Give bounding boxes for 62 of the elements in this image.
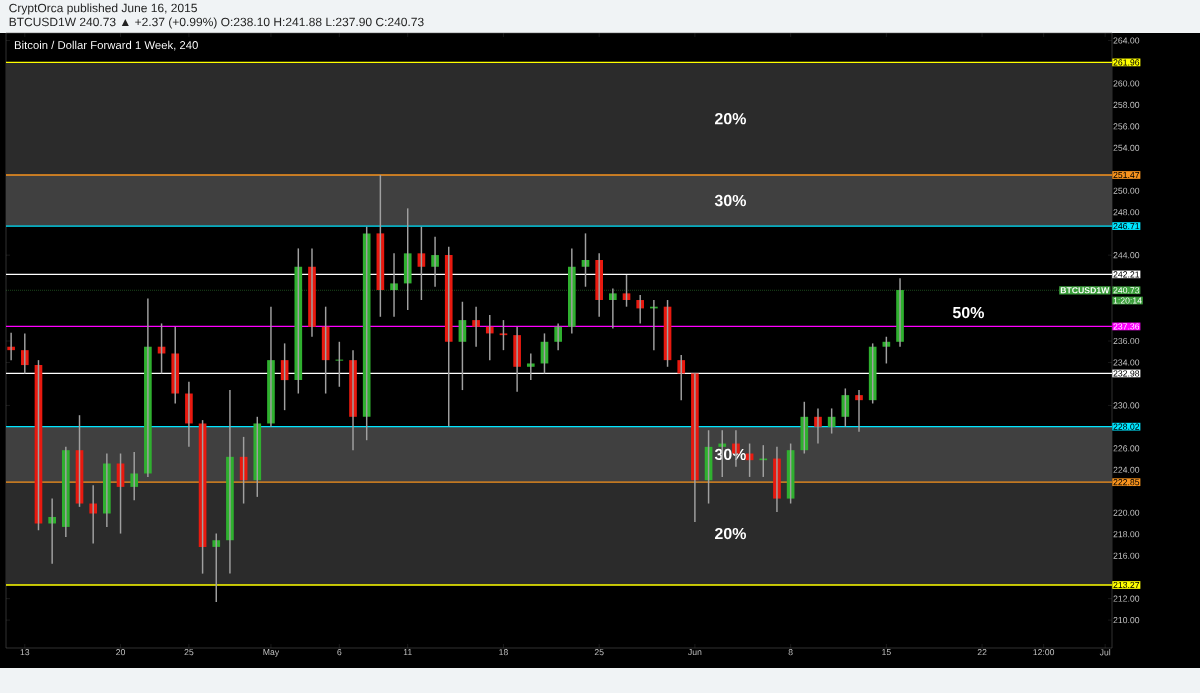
ref-line-label: 222.85 (1113, 479, 1140, 486)
text: Bitcoin / Dollar Forward 1 Week, 240 (14, 40, 198, 51)
y-tick-label: 210.00 (1113, 617, 1140, 624)
y-tick-label: 244.00 (1113, 252, 1140, 259)
ref-line-label: 246.71 (1113, 223, 1140, 230)
y-tick-label: 248.00 (1113, 209, 1140, 216)
band-label: 20% (714, 113, 747, 125)
y-tick-label: 218.00 (1113, 531, 1140, 538)
ref-line-label: 242.21 (1113, 271, 1140, 278)
x-tick-label: 25 (184, 649, 194, 656)
y-tick-label: 226.00 (1113, 445, 1140, 452)
y-tick-label: 220.00 (1113, 509, 1140, 516)
x-tick-label: 18 (499, 649, 508, 656)
ref-line-label: 232.98 (1113, 370, 1140, 377)
candlestick (253, 416, 262, 498)
ref-line-label: 251.47 (1113, 171, 1140, 179)
candlestick (403, 207, 412, 311)
y-tick-label: 258.00 (1113, 101, 1140, 108)
x-tick-label: Jul (1099, 649, 1111, 656)
y-tick-label: 224.00 (1113, 466, 1140, 473)
candlestick (499, 319, 508, 351)
y-tick-label: 264.00 (1113, 37, 1140, 44)
text: 1:20:14 (1113, 297, 1142, 304)
x-tick-label: 6 (337, 649, 342, 656)
x-tick-label: 13 (20, 649, 30, 656)
ref-line-label: 213.27 (1113, 581, 1140, 589)
text: CryptOrca published June 16, 2015 (9, 3, 197, 15)
y-tick-label: 216.00 (1113, 552, 1140, 559)
y-tick-label: 254.00 (1113, 144, 1140, 151)
candlestick (526, 352, 535, 381)
candlestick (444, 245, 453, 427)
ref-line-label: 237.36 (1113, 323, 1140, 330)
x-tick-label: 25 (594, 649, 604, 656)
ref-line-label: 228.02 (1113, 423, 1140, 430)
candlestick (294, 247, 303, 395)
x-tick-label: 12:00 (1033, 649, 1055, 656)
candlestick (868, 342, 877, 405)
candlestick (334, 341, 344, 388)
y-tick-label: 256.00 (1113, 123, 1140, 130)
band-label: 20% (714, 527, 747, 540)
candlestick (800, 401, 809, 455)
x-tick-label: 20 (116, 649, 126, 656)
x-tick-label: 15 (882, 649, 891, 656)
ref-line-label: 261.96 (1113, 59, 1140, 66)
x-tick-label: Jun (688, 649, 702, 656)
band-label: 30% (714, 194, 747, 207)
annotation: BTCUSD1W (1060, 287, 1110, 294)
y-tick-label: 212.00 (1113, 595, 1140, 602)
x-tick-label: May (263, 649, 280, 657)
ref-line-label: 240.73 (1113, 287, 1140, 294)
annotation: 50% (952, 306, 984, 319)
y-tick-label: 250.00 (1113, 187, 1140, 194)
y-tick-label: 260.00 (1113, 80, 1140, 87)
chart-subtitle: BTCUSD1W 240.73 ▲ +2.37 (+0.99%) O:238.10 H:241.88 L:237.90 C:240.73 (9, 17, 424, 29)
candlestick (362, 225, 371, 441)
y-tick-label: 230.00 (1113, 402, 1140, 409)
x-tick-label: 22 (977, 649, 987, 656)
candlestick (212, 532, 221, 603)
y-tick-label: 234.00 (1113, 359, 1140, 366)
x-tick-label: 8 (788, 649, 793, 656)
y-tick-label: 236.00 (1113, 337, 1140, 345)
x-tick-label: 11 (403, 649, 412, 656)
